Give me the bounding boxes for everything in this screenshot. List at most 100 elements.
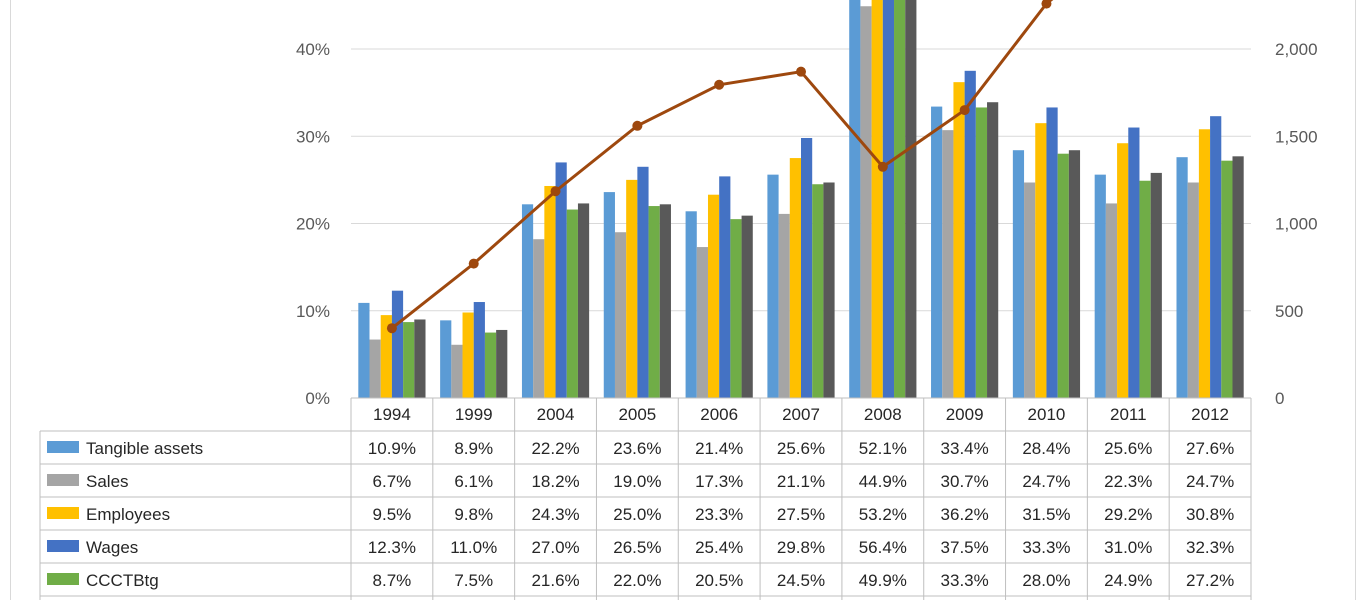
- line-point: [632, 120, 643, 131]
- data-label: 27.2%: [1186, 571, 1234, 590]
- y-axis-ticks: 0% 10% 20% 30% 40%: [296, 40, 330, 408]
- bar: [1024, 182, 1036, 398]
- bar: [1198, 129, 1211, 398]
- category-label: 1999: [455, 405, 493, 424]
- bar: [496, 329, 508, 398]
- bar: [871, 0, 883, 398]
- bar: [696, 247, 708, 398]
- bar-series: [358, 0, 1244, 398]
- data-label: 17.3%: [695, 472, 743, 491]
- data-label: 30.7%: [941, 472, 989, 491]
- data-label: 8.7%: [373, 571, 412, 590]
- bar: [849, 0, 861, 398]
- bar: [707, 194, 720, 398]
- line-point: [796, 66, 806, 77]
- y-tick-label: 20%: [296, 215, 330, 234]
- data-label: 28.4%: [1022, 439, 1070, 458]
- data-label: 27.6%: [1186, 439, 1234, 458]
- y2-tick-label: 500: [1275, 302, 1303, 321]
- data-label: 19.0%: [613, 472, 661, 491]
- bar: [685, 211, 697, 398]
- bar: [369, 339, 381, 398]
- data-label: 56.4%: [859, 538, 907, 557]
- data-label: 24.5%: [777, 571, 825, 590]
- data-label: 21.4%: [695, 439, 743, 458]
- data-label: 44.9%: [859, 472, 907, 491]
- data-label: 10.9%: [368, 439, 416, 458]
- data-label: 18.2%: [531, 472, 579, 491]
- data-label: 27.5%: [777, 505, 825, 524]
- y2-tick-label: 1,000: [1275, 215, 1318, 234]
- data-label: 23.3%: [695, 505, 743, 524]
- bar: [1210, 116, 1222, 398]
- data-label: 22.3%: [1104, 472, 1152, 491]
- data-label: 33.3%: [941, 571, 989, 590]
- bar: [603, 192, 615, 398]
- bar: [403, 322, 415, 398]
- bar: [1187, 182, 1199, 398]
- data-label: 22.2%: [531, 439, 579, 458]
- data-label: 24.7%: [1022, 472, 1070, 491]
- bar: [614, 232, 627, 398]
- category-label: 2007: [782, 405, 820, 424]
- line-point: [386, 323, 397, 334]
- bar: [975, 107, 988, 398]
- bar: [473, 302, 485, 398]
- bar: [637, 166, 649, 398]
- bar: [894, 0, 906, 398]
- line-point: [959, 105, 970, 116]
- chart-frame: [10, 0, 1356, 600]
- bar: [778, 213, 790, 398]
- bar: [1139, 180, 1151, 398]
- data-label: 25.0%: [613, 505, 661, 524]
- legend-label: Sales: [86, 472, 129, 491]
- bar: [521, 204, 534, 398]
- bar: [1057, 153, 1069, 398]
- data-label: 23.6%: [613, 439, 661, 458]
- category-label: 2006: [700, 405, 738, 424]
- data-label: 6.1%: [454, 472, 493, 491]
- bar: [1068, 150, 1081, 398]
- y-tick-label: 0%: [305, 389, 330, 408]
- category-label: 2010: [1028, 405, 1066, 424]
- bar: [741, 215, 753, 398]
- bar: [801, 137, 813, 398]
- data-label: 7.5%: [454, 571, 493, 590]
- data-label: 27.0%: [531, 538, 579, 557]
- line-series: [386, 0, 1054, 334]
- legend-label: Wages: [86, 538, 138, 557]
- data-label: 8.9%: [454, 439, 493, 458]
- y2-tick-label: 2,000: [1275, 40, 1318, 59]
- bar: [767, 174, 779, 398]
- line-point: [468, 258, 479, 269]
- legend-swatch: [47, 474, 79, 486]
- bar: [789, 158, 801, 398]
- data-label: 52.1%: [859, 439, 907, 458]
- data-label: 37.5%: [941, 538, 989, 557]
- category-label: 1994: [373, 405, 411, 424]
- bar: [626, 179, 638, 398]
- bar: [462, 312, 474, 398]
- bar: [905, 0, 917, 398]
- legend-label: Employees: [86, 505, 170, 524]
- bar: [1012, 150, 1025, 398]
- data-label: 9.5%: [373, 505, 412, 524]
- category-label: 2009: [946, 405, 984, 424]
- legend-swatch: [47, 540, 79, 552]
- legend-swatch: [47, 573, 79, 585]
- bar: [451, 344, 463, 398]
- line-point: [714, 79, 725, 90]
- bar: [882, 0, 895, 398]
- data-label: 20.5%: [695, 571, 743, 590]
- y2-axis-ticks: 0 500 1,000 1,500 2,000: [1275, 40, 1318, 408]
- data-label: 53.2%: [859, 505, 907, 524]
- category-label: 2005: [618, 405, 656, 424]
- bar: [987, 102, 999, 398]
- data-label: 30.8%: [1186, 505, 1234, 524]
- bar: [1046, 107, 1058, 398]
- legend-swatch: [47, 441, 79, 453]
- data-label: 31.0%: [1104, 538, 1152, 557]
- data-label: 29.2%: [1104, 505, 1152, 524]
- legend-label: CCCTBtg: [86, 571, 159, 590]
- bar: [566, 209, 578, 398]
